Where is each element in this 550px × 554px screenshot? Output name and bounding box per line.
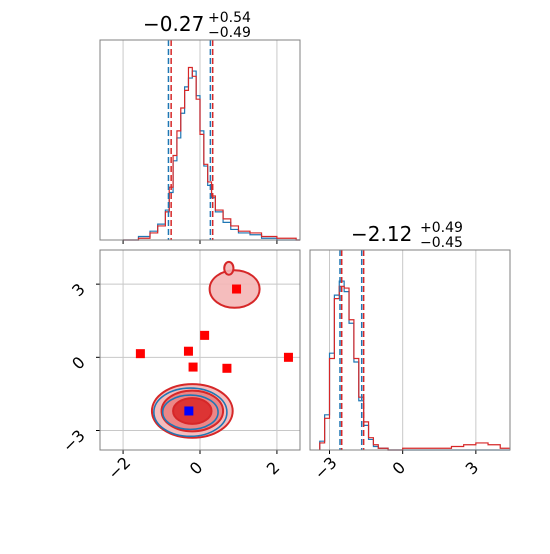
marginal-y-panel: −3 0 3 [309, 249, 511, 483]
x-panel-title-minus: −0.49 [208, 25, 251, 41]
x-panel-hist-blue-0 [123, 70, 300, 241]
joint-xtick-label: −2 [104, 453, 134, 483]
contour-blue-3-level-1 [161, 394, 219, 431]
marker-point-6 [283, 352, 293, 362]
joint-plot-area [135, 260, 293, 439]
marker-point-0 [135, 349, 145, 359]
contour-blue-3-level-0 [153, 387, 228, 438]
x-panel-title-median: −0.27 [143, 12, 204, 36]
joint-ytick-label: 3 [68, 280, 89, 301]
y-panel-frame [309, 249, 511, 451]
y-panel-title-median: −2.12 [351, 222, 412, 246]
marker-point-7 [184, 406, 194, 416]
y-panel-hist-red-1 [319, 285, 510, 451]
marker-point-3 [188, 362, 198, 372]
x-panel-title-plus: +0.54 [208, 10, 251, 26]
marker-point-1 [183, 346, 193, 356]
marker-point-2 [200, 330, 210, 340]
y-panel-hist-blue-0 [319, 280, 510, 451]
joint-ytick-label: −3 [59, 426, 89, 456]
x-panel-frame [99, 39, 301, 241]
joint-xtick-label: 0 [186, 458, 207, 479]
joint-frame [99, 249, 301, 451]
marker-point-5 [232, 284, 242, 294]
joint-xtick-label: 2 [263, 458, 284, 479]
marginal-x-panel [99, 39, 301, 244]
y-panel-xtick-label: 3 [462, 458, 483, 479]
y-panel-xtick-label: 0 [388, 458, 409, 479]
joint-panel: −2 0 2 3 0 −3 [59, 249, 301, 483]
contour-red-2-level-0 [223, 260, 235, 276]
x-panel-hist-red-1 [123, 66, 300, 241]
marker-point-4 [222, 363, 232, 373]
y-panel-xtick-label: −3 [311, 453, 341, 483]
joint-ytick-label: 0 [68, 353, 89, 374]
y-panel-title-plus: +0.49 [420, 220, 463, 236]
y-panel-title-minus: −0.45 [420, 235, 463, 251]
